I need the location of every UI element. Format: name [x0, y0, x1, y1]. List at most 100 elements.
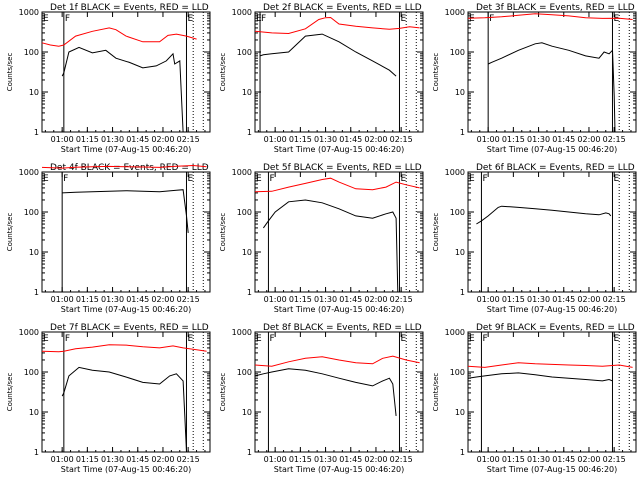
panel-7-xtick-label: 01:15: [76, 455, 99, 464]
panel-3-ytick-label: 100: [450, 48, 465, 57]
panel-2-events-line: [259, 33, 397, 77]
panel-6-marker-label: E: [613, 174, 619, 184]
panel-6-marker-label: E: [469, 174, 475, 184]
panel-4-ytick-label: 10: [29, 248, 39, 257]
panel-5-ytick-label: 10: [242, 248, 252, 257]
panel-1-ylabel: Counts/sec: [6, 53, 14, 92]
panel-6-xtick-label: 02:00: [577, 295, 600, 304]
panel-9-xtick-label: 02:00: [577, 455, 600, 464]
panel-6-ytick-label: 100: [450, 208, 465, 217]
panel-1-ytick-label: 1000: [19, 8, 39, 17]
panel-7-ylabel: Counts/sec: [6, 373, 14, 412]
panel-6-events-line: [476, 205, 612, 225]
panel-2-frame: [254, 11, 424, 133]
panel-1-ytick-label: 1: [34, 128, 39, 137]
panel-4-frame: [41, 171, 211, 293]
panel-3-xtick-label: 01:45: [552, 135, 575, 144]
panel-5-xtick-label: 01:30: [314, 295, 337, 304]
panel-5-events-line: [262, 199, 399, 293]
panel-6-frame: [467, 171, 637, 293]
panel-1-events-line: [61, 46, 187, 133]
panel-2-marker-label: E: [400, 14, 406, 24]
panel-6-xtick-label: 01:15: [502, 295, 525, 304]
panel-9-xtick-label: 01:00: [477, 455, 500, 464]
panel-5-xtick-label: 01:45: [339, 295, 362, 304]
panel-6-xtick-label: 01:00: [477, 295, 500, 304]
panel-6-xtick-label: 01:30: [527, 295, 550, 304]
panel-4-ytick-label: 100: [24, 208, 39, 217]
panel-3-xtick-label: 02:00: [577, 135, 600, 144]
panel-8-lld-line: [254, 355, 420, 367]
panel-3-ylabel: Counts/sec: [432, 53, 440, 92]
panel-8-xtick-label: 02:00: [364, 455, 387, 464]
panel-9-marker-label: E: [613, 334, 619, 344]
panel-5-xtick-label: 02:15: [390, 295, 413, 304]
panel-4-marker-label: E: [187, 174, 193, 184]
panel-2-ytick-label: 1000: [232, 8, 252, 17]
panel-1-ytick-label: 10: [29, 88, 39, 97]
panel-8-xtick-label: 01:30: [314, 455, 337, 464]
panel-3-marker-label: F: [489, 14, 494, 24]
panel-5-xtick-label: 01:15: [289, 295, 312, 304]
panel-9-events-line: [467, 372, 613, 382]
panel-5-ytick-label: 1: [247, 288, 252, 297]
panel-9-frame: [467, 331, 637, 453]
panel-2-ytick-label: 100: [237, 48, 252, 57]
panel-6-xlabel: Start Time (07-Aug-15 00:46:20): [487, 305, 618, 314]
panel-9-xtick-label: 01:15: [502, 455, 525, 464]
panel-1-xtick-label: 02:15: [177, 135, 200, 144]
panel-6-ytick-label: 1000: [445, 168, 465, 177]
panel-7-marker-label: E: [43, 334, 49, 344]
panel-7-ytick-label: 1000: [19, 328, 39, 337]
panel-8-marker-label: F: [269, 334, 274, 344]
panel-8-xtick-label: 01:45: [339, 455, 362, 464]
panel-3-marker-label: E: [469, 14, 475, 24]
panel-5-lld-line: [254, 177, 420, 193]
panel-3-title: Det 3f BLACK = Events, RED = LLD: [476, 3, 635, 13]
panel-6-ylabel: Counts/sec: [432, 213, 440, 252]
panel-4-xtick-label: 01:15: [76, 295, 99, 304]
panel-4-title: Det 4f BLACK = Events, RED = LLD: [50, 163, 209, 173]
panel-2-marker-label: E: [256, 14, 262, 24]
panel-5-marker-label: E: [400, 174, 406, 184]
panel-4-xtick-label: 01:00: [51, 295, 74, 304]
panel-5-ytick-label: 1000: [232, 168, 252, 177]
panel-6-xtick-label: 02:15: [603, 295, 626, 304]
panel-2-xtick-label: 01:30: [314, 135, 337, 144]
panel-1-xtick-label: 01:00: [51, 135, 74, 144]
panel-4-xtick-label: 02:15: [177, 295, 200, 304]
panel-1-title: Det 1f BLACK = Events, RED = LLD: [50, 3, 209, 13]
panel-3-xtick-label: 01:15: [502, 135, 525, 144]
panel-7-title: Det 7f BLACK = Events, RED = LLD: [50, 323, 209, 333]
panel-2-xtick-label: 01:15: [289, 135, 312, 144]
panel-7-xtick-label: 01:00: [51, 455, 74, 464]
panel-9-ylabel: Counts/sec: [432, 373, 440, 412]
panel-3-xlabel: Start Time (07-Aug-15 00:46:20): [487, 145, 618, 154]
panel-1-ytick-label: 100: [24, 48, 39, 57]
panel-6-title: Det 6f BLACK = Events, RED = LLD: [476, 163, 635, 173]
panel-7-ytick-label: 1: [34, 448, 39, 457]
panel-9-title: Det 9f BLACK = Events, RED = LLD: [476, 323, 635, 333]
panel-3-frame: [467, 11, 637, 133]
panel-3-marker-label: E: [613, 14, 619, 24]
panel-5-marker-label: E: [256, 174, 262, 184]
panel-4-xlabel: Start Time (07-Aug-15 00:46:20): [61, 305, 192, 314]
panel-1-xtick-label: 02:00: [151, 135, 174, 144]
panel-4-xtick-label: 01:45: [126, 295, 149, 304]
panel-9-marker-label: E: [469, 334, 475, 344]
panel-7-ytick-label: 10: [29, 408, 39, 417]
panel-4-marker-label: F: [63, 174, 68, 184]
panel-5-xlabel: Start Time (07-Aug-15 00:46:20): [274, 305, 405, 314]
panel-3-ytick-label: 1000: [445, 8, 465, 17]
panel-2-xtick-label: 02:00: [364, 135, 387, 144]
panel-5-title: Det 5f BLACK = Events, RED = LLD: [263, 163, 422, 173]
panel-7-xlabel: Start Time (07-Aug-15 00:46:20): [61, 465, 192, 474]
panel-3-xtick-label: 01:30: [527, 135, 550, 144]
panel-1-xtick-label: 01:30: [101, 135, 124, 144]
panel-3-xtick-label: 01:00: [477, 135, 500, 144]
panel-2-ylabel: Counts/sec: [219, 53, 227, 92]
panel-8-xlabel: Start Time (07-Aug-15 00:46:20): [274, 465, 405, 474]
panel-4-ytick-label: 1: [34, 288, 39, 297]
panel-5-xtick-label: 01:00: [264, 295, 287, 304]
